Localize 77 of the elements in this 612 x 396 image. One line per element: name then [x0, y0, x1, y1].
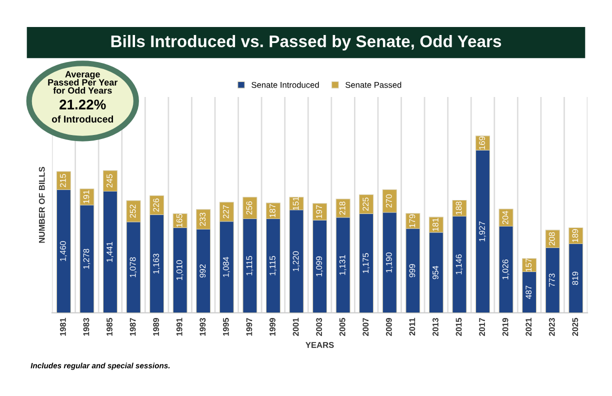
data-label: 245	[106, 174, 112, 188]
x-tick-label: 1981	[60, 318, 66, 336]
data-label: 1,175	[362, 253, 370, 274]
legend-label: Senate Introduced	[252, 82, 319, 88]
data-label: 225	[362, 198, 369, 211]
x-tick-label: 1997	[246, 318, 252, 336]
legend-label: Senate Passed	[346, 82, 402, 88]
data-label: 191	[83, 190, 90, 204]
x-tick-label: 2017	[479, 318, 485, 336]
data-label: 169	[479, 136, 485, 150]
data-label: 1,927	[479, 222, 486, 242]
x-tick-label: 1993	[200, 318, 206, 336]
x-tick-label: 2025	[572, 318, 578, 336]
text: 21.22%	[60, 100, 106, 110]
data-label: 270	[386, 194, 392, 208]
data-label: 954	[432, 266, 438, 280]
data-label: 773	[548, 274, 555, 287]
x-axis-title: YEARS	[306, 342, 334, 348]
data-label: 1,441	[106, 242, 114, 262]
data-label: 1,010	[176, 260, 184, 280]
x-tick-label: 2015	[456, 318, 462, 336]
data-label: 227	[222, 205, 229, 218]
data-label: 992	[200, 264, 206, 278]
data-label: 1,146	[456, 254, 463, 274]
data-label: 1,026	[502, 259, 510, 280]
x-tick-label: 2003	[316, 318, 322, 336]
x-tick-label: 1995	[222, 318, 229, 336]
y-axis-title: NUMBER OF BILLS	[38, 166, 45, 243]
x-tick-label: 2001	[292, 318, 299, 336]
data-label: 1,099	[316, 256, 323, 276]
x-tick-label: 1983	[83, 318, 90, 336]
data-label: 1,278	[83, 248, 90, 269]
data-label: 218	[339, 202, 346, 215]
data-label: 226	[153, 198, 160, 212]
x-tick-label: 1989	[153, 318, 160, 336]
x-tick-label: 2019	[502, 318, 508, 336]
x-tick-label: 2011	[409, 318, 416, 336]
data-label: 189	[572, 229, 578, 242]
data-label: 208	[548, 232, 555, 246]
data-label: 1,163	[153, 254, 160, 274]
x-tick-label: 2013	[432, 318, 438, 336]
data-label: 999	[409, 264, 416, 278]
data-label: 1,115	[246, 256, 254, 276]
x-tick-label: 2021	[526, 318, 532, 336]
data-label: 1,078	[130, 257, 137, 278]
data-label: 165	[176, 214, 182, 227]
data-label: 204	[502, 210, 508, 224]
x-tick-label: 2005	[339, 318, 346, 336]
text: Average Passed Per Year for Odd Years	[48, 71, 118, 94]
data-label: 819	[572, 272, 578, 285]
data-label: 252	[130, 204, 136, 218]
text: of Introduced	[52, 115, 114, 123]
data-label: 197	[316, 205, 322, 218]
data-label: 187	[270, 204, 276, 218]
data-label: 1,190	[386, 252, 393, 272]
x-tick-label: 1985	[106, 318, 112, 336]
data-label: 1,115	[270, 256, 276, 276]
data-label: 1,084	[222, 256, 230, 277]
data-label: 233	[200, 212, 206, 226]
data-label: 179	[409, 214, 416, 228]
x-tick-label: 1999	[270, 318, 276, 336]
data-label: 487	[526, 286, 532, 300]
x-tick-label: 2023	[548, 318, 555, 336]
data-label: 215	[60, 174, 66, 188]
x-tick-label: 2007	[362, 318, 369, 336]
data-label: 188	[456, 202, 462, 214]
data-label: 151	[292, 196, 299, 210]
x-tick-label: 1987	[130, 318, 136, 336]
data-label: 181	[432, 218, 438, 231]
x-tick-label: 1991	[176, 318, 182, 336]
data-label: 157	[526, 258, 532, 272]
data-label: 1,131	[339, 255, 346, 275]
data-label: 256	[246, 201, 252, 214]
chart-title: Bills Introduced vs. Passed by Senate, Odd Years	[111, 35, 502, 51]
data-label: 1,220	[292, 251, 300, 272]
data-label: 1,460	[60, 241, 67, 262]
x-tick-label: 2009	[386, 318, 392, 336]
